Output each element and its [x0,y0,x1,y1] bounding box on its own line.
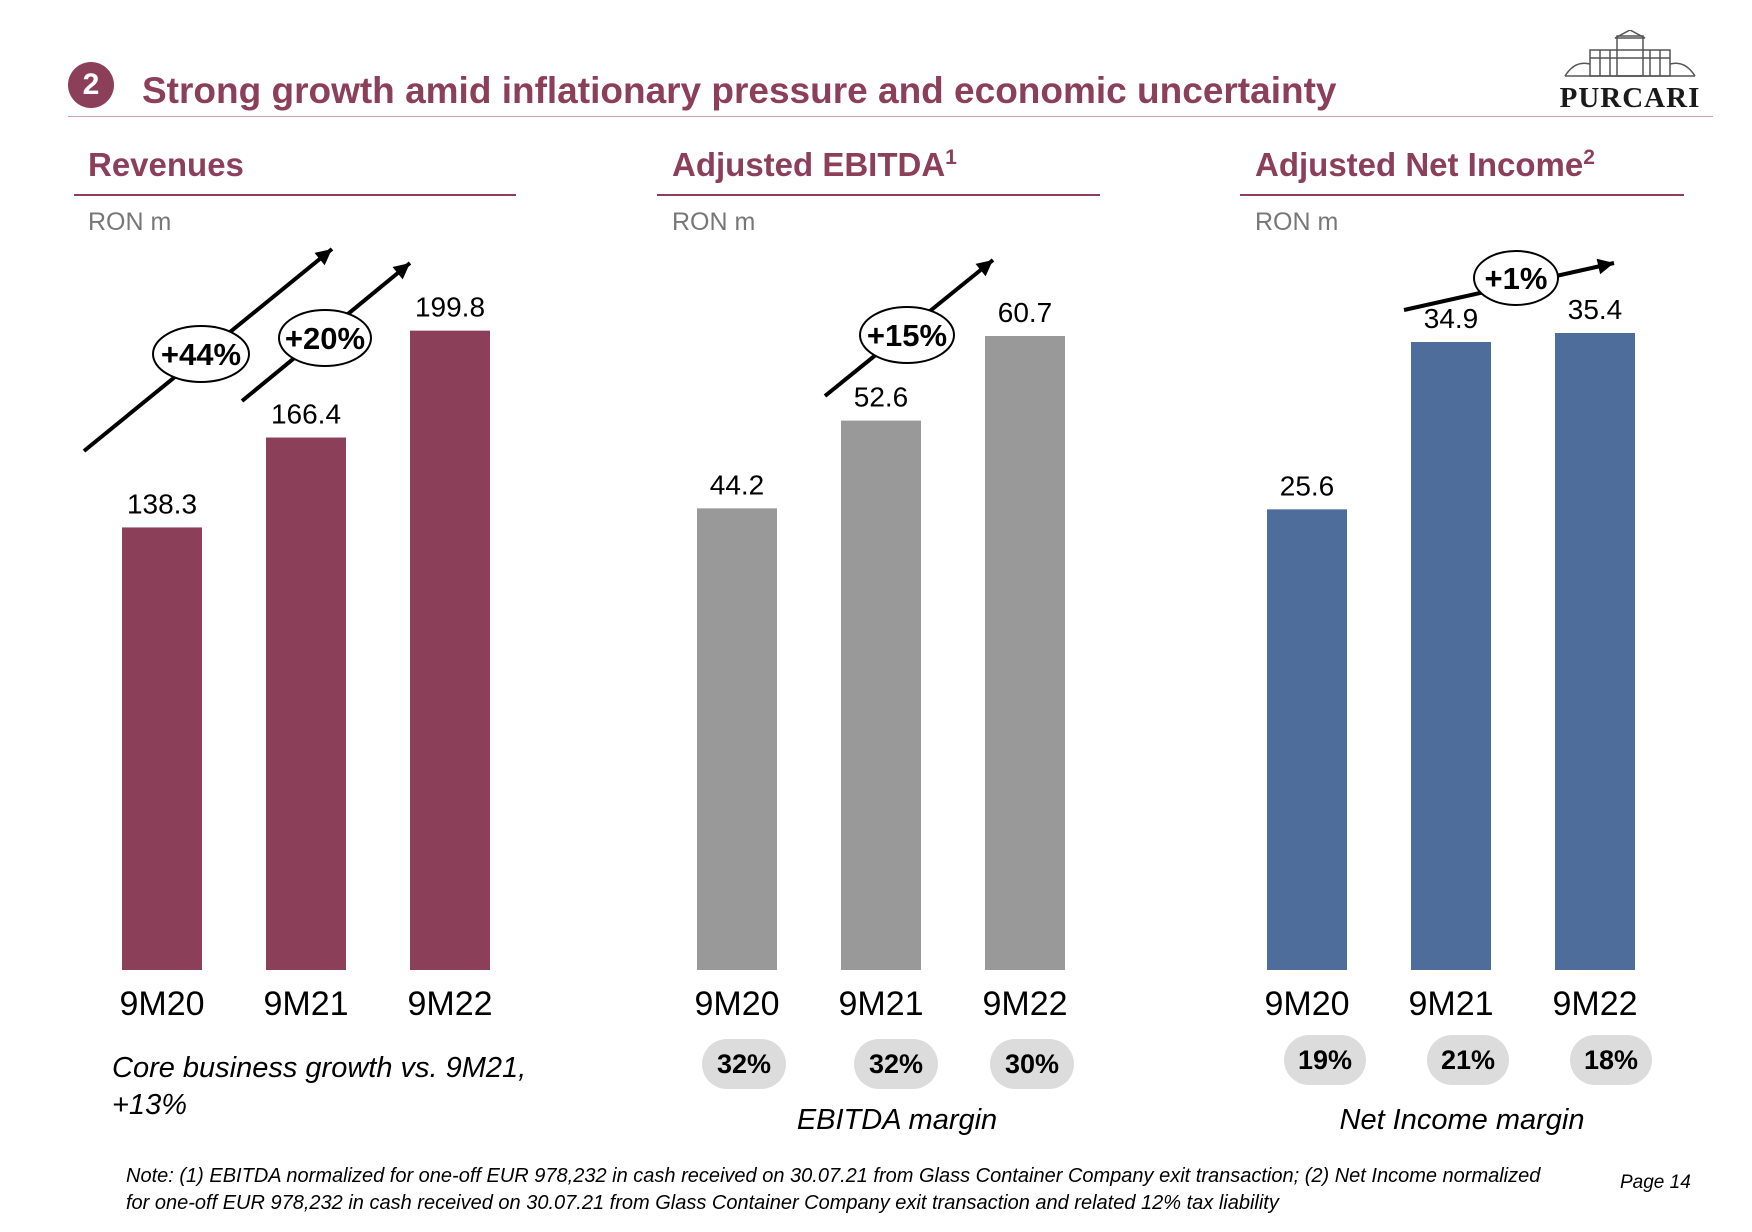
revenues-growth-9m21-9m22-label: +20% [285,321,365,356]
revenues-value-label-9m21: 166.4 [271,399,341,430]
revenues-unit: RON m [88,208,172,236]
net-income-category-9m20: 9M20 [1264,985,1349,1023]
revenues-value-label-9m20: 138.3 [127,488,197,519]
ebitda-bar-9m22 [985,336,1065,970]
net-income-value-label-9m22: 35.4 [1568,294,1623,325]
net-income-bar-9m21 [1411,341,1491,970]
ebitda-margin-caption: EBITDA margin [796,1104,998,1136]
revenues-growth-9m20-9m21-label: +44% [161,337,241,372]
ebitda-category-9m21: 9M21 [838,985,923,1023]
ebitda-title: Adjusted EBITDA1 [672,146,957,183]
net-income-title-rule [1240,194,1684,196]
ebitda-growth-9m21-9m22-label: +15% [867,318,947,353]
net-income-value-label-9m20: 25.6 [1280,470,1335,501]
ebitda-category-9m20: 9M20 [694,985,779,1023]
net-income-value-label-9m21: 34.9 [1424,303,1479,334]
net-income-category-9m21: 9M21 [1408,985,1493,1023]
core-business-note: Core business growth vs. 9M21, +13% [112,1052,527,1121]
ebitda-growth-9m21-9m22-arrow: +15% [823,258,995,398]
net-income-category-9m22: 9M22 [1552,985,1637,1023]
logo-wordmark: PURCARI [1559,82,1701,114]
ebitda-bar-9m20 [697,508,777,970]
revenues-title-rule [74,194,516,196]
page-number: Page 14 [1620,1172,1691,1193]
revenues-category-9m22: 9M22 [407,985,492,1023]
castle-icon [1564,29,1696,77]
revenues-value-label-9m22: 199.8 [415,292,485,323]
ebitda-margin-9m22: 30% [990,1039,1074,1089]
revenues-category-9m20: 9M20 [119,985,204,1023]
ebitda-unit: RON m [672,208,756,236]
ebitda-value-label-9m22: 60.7 [998,297,1053,328]
ebitda-value-label-9m20: 44.2 [710,469,765,500]
net-income-bar-9m22 [1555,333,1635,970]
revenues-bar-9m22 [410,330,490,970]
ebitda-category-9m22: 9M22 [982,985,1067,1023]
title-divider [68,116,1713,117]
net-income-unit: RON m [1255,208,1339,236]
ebitda-margin-9m20: 32% [702,1039,786,1089]
revenues-bar-9m21 [266,437,346,970]
net-income-margin-9m22: 18% [1570,1035,1652,1085]
ebitda-margin-9m21: 32% [854,1039,938,1089]
ebitda-title-rule [657,194,1100,196]
purcari-logo: PURCARI [1545,29,1715,115]
net-income-margin-caption: Net Income margin [1339,1104,1585,1136]
revenues-bar-9m20 [122,527,202,970]
net-income-title: Adjusted Net Income2 [1255,146,1595,183]
net-income-growth-9m21-9m22-label: +1% [1485,261,1548,296]
net-income-growth-9m21-9m22-arrow: +1% [1403,250,1615,312]
revenues-category-9m21: 9M21 [263,985,348,1023]
ebitda-bar-9m21 [841,420,921,970]
revenues-title: Revenues [88,146,244,183]
slide-title: Strong growth amid inflationary pressure… [142,70,1337,111]
net-income-bar-9m20 [1267,509,1347,970]
revenues-growth-9m20-9m21-arrow: +44% [82,247,334,453]
section-number-badge: 2 [68,62,114,108]
ebitda-value-label-9m21: 52.6 [854,382,909,413]
revenues-growth-9m21-9m22-arrow: +20% [240,261,412,403]
net-income-margin-9m20: 19% [1284,1035,1366,1085]
net-income-margin-9m21: 21% [1427,1035,1509,1085]
footnote: Note: (1) EBITDA normalized for one-off … [126,1165,1541,1214]
